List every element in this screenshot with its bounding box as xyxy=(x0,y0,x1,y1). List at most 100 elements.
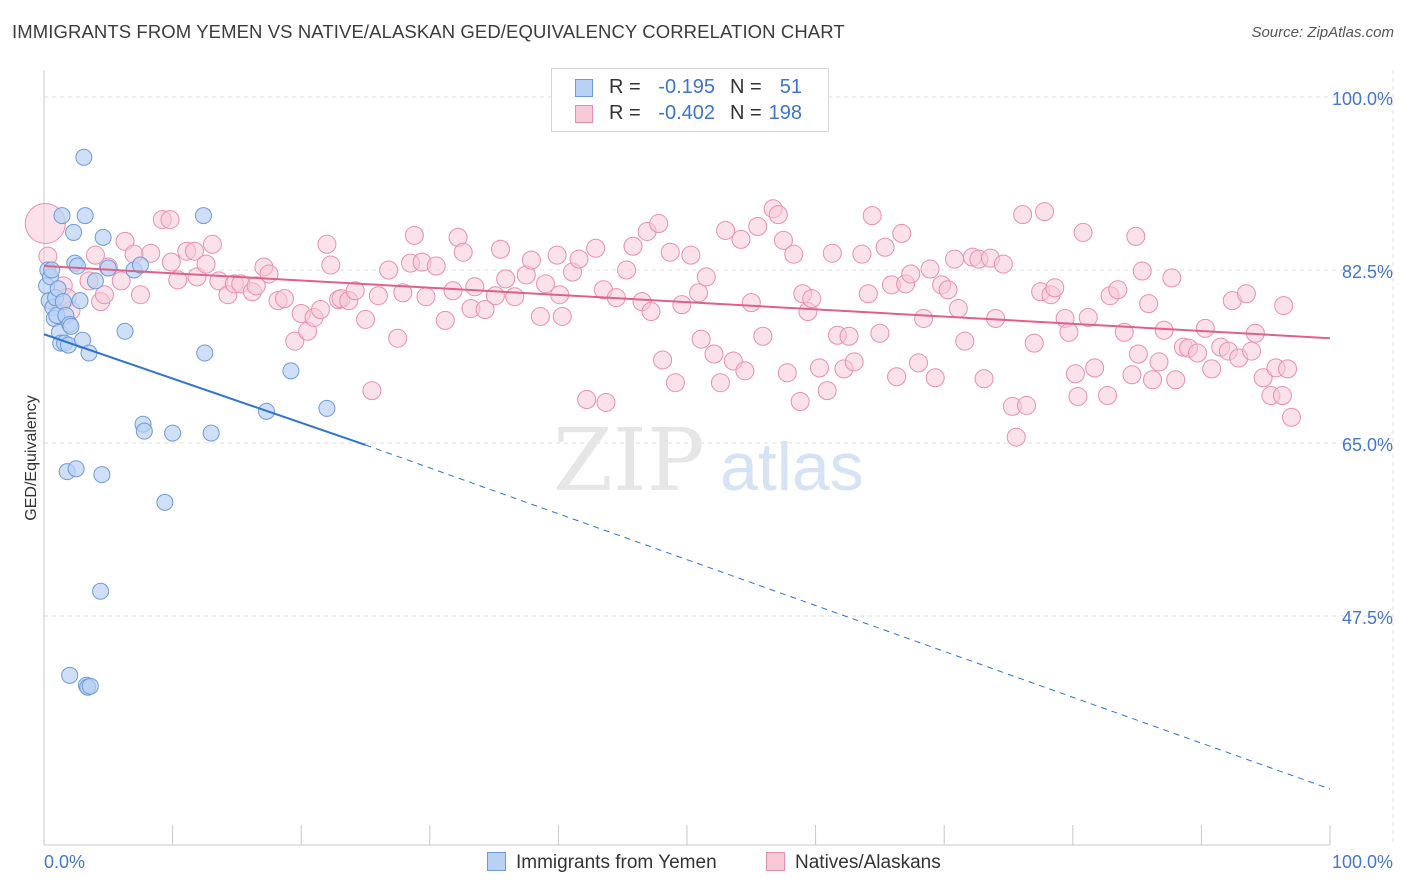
native-point xyxy=(914,308,934,328)
legend-n-value: 51 xyxy=(779,76,802,98)
native-point xyxy=(748,217,768,237)
yemen-points xyxy=(38,148,336,696)
bottom-legend-label-yemen: Immigrants from Yemen xyxy=(516,852,717,873)
yemen-point xyxy=(156,493,174,511)
x-axis-min-label: 0.0% xyxy=(44,852,86,872)
native-point xyxy=(1098,386,1118,406)
source-label: Source: ZipAtlas.com xyxy=(1251,24,1394,41)
native-point xyxy=(1242,341,1262,361)
native-point xyxy=(577,390,597,410)
native-point xyxy=(1085,358,1105,378)
native-point xyxy=(1149,352,1169,372)
yemen-point xyxy=(116,322,134,340)
native-point xyxy=(689,283,709,303)
native-point xyxy=(160,210,180,230)
yemen-point xyxy=(282,362,300,380)
native-point xyxy=(753,326,773,346)
native-point xyxy=(858,284,878,304)
native-point xyxy=(1143,370,1163,390)
native-point xyxy=(1162,268,1182,288)
chart-title: IMMIGRANTS FROM YEMEN VS NATIVE/ALASKAN … xyxy=(12,21,845,42)
native-point xyxy=(802,289,822,309)
yemen-point xyxy=(86,272,104,290)
native-point xyxy=(1253,368,1273,388)
legend-n-label: N = xyxy=(730,102,762,124)
yemen-point xyxy=(53,207,71,225)
native-point xyxy=(521,250,541,270)
yemen-point xyxy=(68,257,86,275)
bottom-legend-label-natives: Natives/Alaskans xyxy=(795,852,941,873)
native-point xyxy=(1013,205,1033,225)
yemen-point xyxy=(71,292,89,310)
native-point xyxy=(1035,202,1055,222)
native-point xyxy=(1278,359,1298,379)
native-point xyxy=(1078,307,1098,327)
native-point xyxy=(844,352,864,372)
native-point xyxy=(1132,261,1152,281)
native-point xyxy=(1126,226,1146,246)
native-point xyxy=(892,223,912,243)
native-point xyxy=(196,254,216,274)
native-point xyxy=(735,361,755,381)
native-point xyxy=(875,237,895,257)
native-point xyxy=(862,206,882,226)
yemen-point xyxy=(92,582,110,600)
yemen-point xyxy=(135,422,153,440)
native-point xyxy=(1068,387,1088,407)
native-point xyxy=(491,239,511,259)
native-point xyxy=(552,306,572,326)
native-point xyxy=(1274,296,1294,316)
native-point xyxy=(777,363,797,383)
native-point xyxy=(569,249,589,269)
bottom-legend-swatch-pink xyxy=(766,852,785,871)
y-axis-title: GED/Equivalency xyxy=(23,395,40,520)
watermark-atlas: atlas xyxy=(720,429,864,505)
yemen-point xyxy=(164,424,182,442)
legend-r-label: R = xyxy=(609,102,641,124)
native-point xyxy=(393,283,413,303)
native-point xyxy=(948,299,968,319)
yemen-point xyxy=(62,317,80,335)
native-point xyxy=(641,302,661,322)
native-point xyxy=(822,243,842,263)
native-point xyxy=(1272,386,1292,406)
native-point xyxy=(596,392,616,412)
native-point xyxy=(653,350,673,370)
native-point xyxy=(202,234,222,254)
native-point xyxy=(1281,407,1301,427)
native-point xyxy=(870,323,890,343)
yemen-point xyxy=(65,223,83,241)
native-point xyxy=(321,255,341,275)
y-tick-label: 82.5% xyxy=(1342,262,1393,282)
yemen-point xyxy=(94,228,112,246)
native-point xyxy=(404,225,424,245)
native-point xyxy=(1065,364,1085,384)
native-point xyxy=(94,285,114,305)
yemen-point xyxy=(318,399,336,417)
yemen-point xyxy=(61,666,79,684)
native-point xyxy=(435,310,455,330)
native-point xyxy=(817,381,837,401)
legend-swatch-blue xyxy=(575,79,593,97)
axes xyxy=(43,70,1331,846)
native-point xyxy=(696,267,716,287)
yemen-point xyxy=(93,466,111,484)
yemen-point xyxy=(131,256,149,274)
native-point xyxy=(246,276,266,296)
native-point xyxy=(784,244,804,264)
native-point xyxy=(547,245,567,265)
native-point xyxy=(586,238,606,258)
native-point xyxy=(944,249,964,269)
legend-r-value: -0.195 xyxy=(658,76,715,98)
native-point xyxy=(379,260,399,280)
yemen-trendline xyxy=(43,333,366,446)
native-point xyxy=(623,236,643,256)
native-point xyxy=(790,391,810,411)
native-point xyxy=(1195,318,1215,338)
native-point xyxy=(1006,427,1026,447)
native-point xyxy=(184,241,204,261)
native-point xyxy=(716,220,736,240)
native-point xyxy=(1188,343,1208,363)
native-point xyxy=(1166,370,1186,390)
native-point xyxy=(901,264,921,284)
